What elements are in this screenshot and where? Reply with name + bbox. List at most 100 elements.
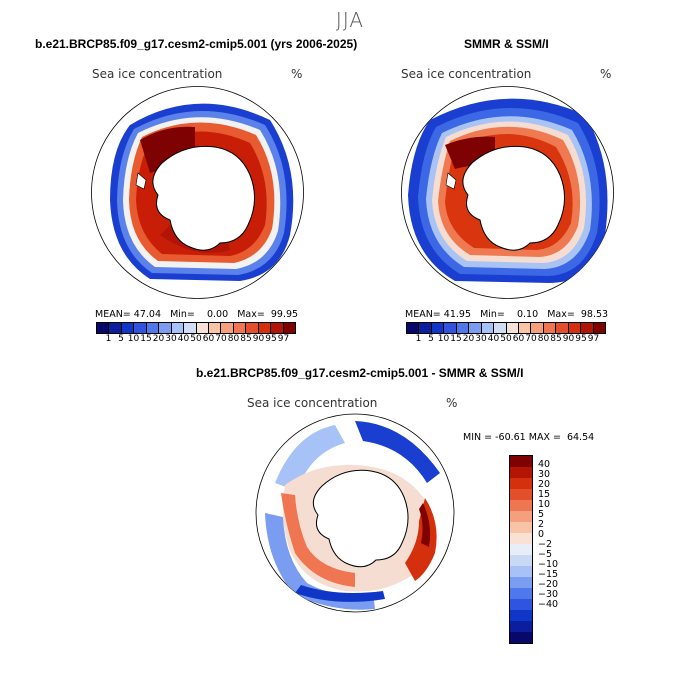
colorbar-tick-label: 90 xyxy=(562,334,575,344)
colorbar-swatch xyxy=(510,566,532,577)
colorbar-tick-label: 97 xyxy=(587,334,600,344)
colorbar-tick-label: 40 xyxy=(487,334,500,344)
colorbar-swatch xyxy=(121,323,135,333)
colorbar-swatch xyxy=(510,555,532,566)
model-colorbar-bar xyxy=(96,322,296,334)
colorbar-swatch xyxy=(510,544,532,555)
colorbar-tick-label: 40 xyxy=(538,459,551,470)
model-polar-map xyxy=(91,86,304,299)
diff-colorbar xyxy=(509,455,533,644)
model-colorbar-ticks: 1 5 10 15 20 30 40 50 60 70 80 85 90 95 97 xyxy=(102,334,296,344)
colorbar-tick-label: 60 xyxy=(512,334,525,344)
colorbar-tick-label: 80 xyxy=(227,334,240,344)
colorbar-tick-label: 20 xyxy=(152,334,165,344)
colorbar-tick-label: 5 xyxy=(538,509,545,520)
obs-colorbar-bar xyxy=(406,322,606,334)
model-unit-label: % xyxy=(291,67,303,81)
colorbar-swatch xyxy=(494,323,507,333)
obs-stats: MEAN= 41.95 Min= 0.10 Max= 98.53 xyxy=(405,309,609,320)
colorbar-tick-label: 97 xyxy=(277,334,290,344)
model-colorbar: 1 5 10 15 20 30 40 50 60 70 80 85 90 95 97 xyxy=(96,322,296,344)
colorbar-tick-label: 15 xyxy=(140,334,152,344)
colorbar-swatch xyxy=(510,588,532,599)
diff-field-label: Sea ice concentration xyxy=(247,396,378,410)
colorbar-tick-label: 5 xyxy=(118,334,124,344)
colorbar-tick-label: 30 xyxy=(538,469,551,480)
colorbar-swatch xyxy=(419,323,432,333)
colorbar-swatch xyxy=(510,577,532,588)
colorbar-swatch xyxy=(593,323,605,333)
colorbar-tick-label: 70 xyxy=(215,334,227,344)
colorbar-swatch xyxy=(146,323,160,333)
colorbar-tick-label: 50 xyxy=(500,334,512,344)
colorbar-swatch xyxy=(407,323,420,333)
colorbar-tick-label: 70 xyxy=(525,334,537,344)
colorbar-swatch xyxy=(543,323,557,333)
colorbar-swatch xyxy=(134,323,147,333)
diff-panel-title: b.e21.BRCP85.f09_g17.cesm2-cmip5.001 - S… xyxy=(196,366,524,380)
obs-colorbar-ticks: 1 5 10 15 20 30 40 50 60 70 80 85 90 95 97 xyxy=(412,334,606,344)
colorbar-tick-label: 30 xyxy=(165,334,177,344)
colorbar-tick-label: 90 xyxy=(252,334,265,344)
colorbar-swatch xyxy=(510,511,532,522)
colorbar-tick-label: 10 xyxy=(127,334,140,344)
colorbar-swatch xyxy=(581,323,594,333)
colorbar-swatch xyxy=(506,323,519,333)
colorbar-tick-label: 1 xyxy=(105,334,112,344)
model-field-label: Sea ice concentration xyxy=(92,67,223,81)
colorbar-swatch xyxy=(196,323,209,333)
colorbar-swatch xyxy=(556,323,569,333)
diff-unit-label: % xyxy=(446,396,458,410)
colorbar-tick-label: 15 xyxy=(538,489,551,500)
colorbar-tick-label: 0 xyxy=(538,529,545,540)
diff-colorbar-ticks: 40 30 20 15 10 5 2 0 −2 −5 −10 −15 −20 −30 −40 xyxy=(538,460,558,610)
colorbar-tick-label: 10 xyxy=(538,499,551,510)
colorbar-tick-label: −5 xyxy=(538,549,553,560)
colorbar-tick-label: 95 xyxy=(575,334,587,344)
obs-colorbar: 1 5 10 15 20 30 40 50 60 70 80 85 90 95 97 xyxy=(406,322,606,344)
colorbar-swatch xyxy=(510,489,532,500)
colorbar-tick-label: 20 xyxy=(462,334,475,344)
colorbar-swatch xyxy=(518,323,532,333)
colorbar-swatch xyxy=(283,323,295,333)
colorbar-swatch xyxy=(510,533,532,544)
colorbar-swatch xyxy=(510,599,532,610)
colorbar-tick-label: 85 xyxy=(550,334,562,344)
colorbar-tick-label: −10 xyxy=(538,559,559,570)
colorbar-swatch xyxy=(208,323,222,333)
colorbar-swatch xyxy=(431,323,445,333)
colorbar-tick-label: 20 xyxy=(538,479,551,490)
colorbar-swatch xyxy=(159,323,172,333)
colorbar-tick-label: 15 xyxy=(450,334,462,344)
diff-antarctica-outline xyxy=(312,469,409,568)
colorbar-tick-label: 85 xyxy=(240,334,252,344)
obs-polar-map xyxy=(401,86,614,299)
colorbar-tick-label: −2 xyxy=(538,539,553,550)
model-antarctica-outline xyxy=(152,145,255,251)
colorbar-swatch xyxy=(510,610,532,621)
colorbar-tick-label: 50 xyxy=(190,334,202,344)
colorbar-swatch xyxy=(221,323,234,333)
obs-field-label: Sea ice concentration xyxy=(401,67,532,81)
colorbar-tick-label: 10 xyxy=(437,334,450,344)
colorbar-tick-label: −20 xyxy=(538,579,559,590)
obs-unit-label: % xyxy=(600,67,612,81)
season-title: JJA xyxy=(335,8,365,32)
colorbar-swatch xyxy=(531,323,544,333)
colorbar-swatch xyxy=(271,323,284,333)
colorbar-swatch xyxy=(456,323,470,333)
colorbar-swatch xyxy=(510,522,532,533)
colorbar-tick-label: 1 xyxy=(415,334,422,344)
colorbar-tick-label: 95 xyxy=(265,334,277,344)
colorbar-swatch xyxy=(510,621,532,632)
colorbar-tick-label: −30 xyxy=(538,589,559,600)
colorbar-swatch xyxy=(233,323,247,333)
diff-polar-map xyxy=(255,413,455,613)
colorbar-swatch xyxy=(184,323,197,333)
colorbar-swatch xyxy=(444,323,457,333)
diff-minmax: MIN = -60.61 MAX = 64.54 xyxy=(463,432,595,443)
colorbar-swatch xyxy=(171,323,185,333)
colorbar-swatch xyxy=(246,323,259,333)
colorbar-swatch xyxy=(510,632,532,643)
colorbar-swatch xyxy=(568,323,582,333)
